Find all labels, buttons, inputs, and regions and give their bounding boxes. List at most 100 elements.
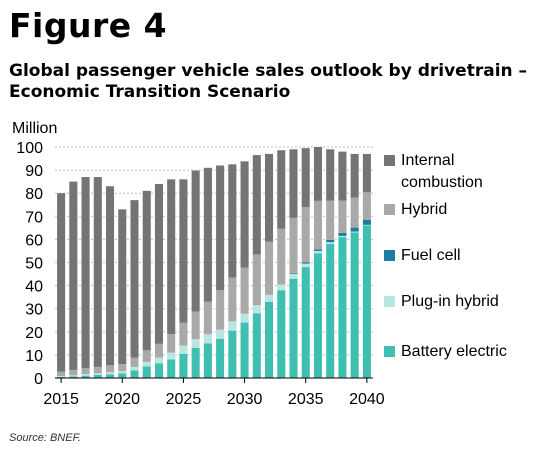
bar-segment-plug-in-hybrid (93, 373, 102, 375)
bar-segment-plug-in-hybrid (167, 352, 176, 360)
y-tick-label: 20 (25, 325, 43, 342)
bar-segment-hybrid (301, 207, 310, 263)
y-axis-unit-label: Million (12, 120, 58, 137)
bar-segment-internal-combustion (326, 149, 335, 201)
bar-segment-plug-in-hybrid (301, 263, 310, 268)
bar-segment-plug-in-hybrid (216, 329, 225, 339)
bar-segment-plug-in-hybrid (179, 345, 188, 354)
legend-label-battery-electric: Battery electric (401, 343, 507, 360)
legend-item-internal-combustion: Internal combustion (384, 150, 516, 194)
bar-segment-fuel-cell (289, 273, 298, 275)
y-tick-label: 0 (34, 371, 43, 388)
bar-segment-internal-combustion (289, 149, 298, 218)
bar-segment-plug-in-hybrid (81, 374, 90, 376)
bar-segment-internal-combustion (106, 186, 115, 366)
bar-segment-battery-electric (118, 373, 127, 378)
bar-segment-plug-in-hybrid (130, 366, 139, 371)
y-tick-label: 90 (25, 163, 43, 180)
bar-segment-hybrid (240, 267, 249, 314)
bar-segment-battery-electric (81, 375, 90, 378)
bar-segment-hybrid (350, 197, 359, 228)
bar-segment-hybrid (362, 192, 371, 220)
bar-segment-internal-combustion (154, 183, 163, 344)
bar-segment-battery-electric (154, 363, 163, 378)
bar-segment-internal-combustion (57, 193, 66, 372)
bar-segment-hybrid (69, 369, 78, 376)
bar-segment-hybrid (106, 365, 115, 373)
bar-segment-internal-combustion (167, 179, 176, 335)
bar-segment-hybrid (191, 311, 200, 340)
bar-segment-plug-in-hybrid (252, 305, 261, 314)
bar-segment-plug-in-hybrid (69, 375, 78, 377)
bar-segment-plug-in-hybrid (289, 274, 298, 279)
bar-segment-battery-electric (179, 353, 188, 378)
bar-segment-battery-electric (203, 343, 212, 378)
bar-segment-battery-electric (252, 313, 261, 378)
legend-label-internal-combustion: Internal combustion (401, 152, 483, 191)
y-tick-label: 100 (16, 140, 43, 157)
bar-segment-plug-in-hybrid (118, 371, 127, 374)
bar-segment-internal-combustion (252, 155, 261, 255)
y-tick-label: 60 (25, 232, 43, 249)
bar-segment-plug-in-hybrid (265, 294, 274, 302)
bar-segment-battery-electric (142, 366, 151, 378)
chart-title: Global passenger vehicle sales outlook b… (9, 61, 528, 102)
bar-segment-plug-in-hybrid (326, 242, 335, 245)
bar-segment-plug-in-hybrid (203, 334, 212, 344)
bar-segment-hybrid (313, 200, 322, 250)
bar-segment-battery-electric (277, 290, 286, 378)
legend-item-battery-electric: Battery electric (384, 341, 516, 363)
bar-segment-internal-combustion (350, 153, 359, 198)
bar-segment-hybrid (265, 241, 274, 295)
bar-segment-internal-combustion (203, 167, 212, 302)
bar-segment-hybrid (142, 350, 151, 362)
bar-segment-battery-electric (326, 244, 335, 378)
bar-segment-battery-electric (216, 338, 225, 378)
legend-item-fuel-cell: Fuel cell (384, 245, 516, 267)
legend-item-plug-in-hybrid: Plug-in hybrid (384, 291, 516, 313)
bar-segment-fuel-cell (313, 249, 322, 251)
source-note: Source: BNEF. (9, 432, 81, 444)
bar-segment-battery-electric (289, 278, 298, 378)
y-tick-label: 10 (25, 348, 43, 365)
bar-segment-fuel-cell (326, 239, 335, 243)
bar-segment-plug-in-hybrid (277, 284, 286, 291)
bar-segment-plug-in-hybrid (338, 235, 347, 238)
bar-segment-internal-combustion (93, 177, 102, 367)
bar-segment-internal-combustion (69, 181, 78, 370)
bar-segment-hybrid (93, 366, 102, 374)
bars-group (57, 147, 371, 378)
bar-segment-battery-electric (93, 375, 102, 378)
bar-segment-internal-combustion (142, 190, 151, 351)
bar-segment-battery-electric (350, 232, 359, 378)
bar-segment-internal-combustion (228, 164, 237, 278)
bar-segment-battery-electric (362, 225, 371, 378)
legend-label-fuel-cell: Fuel cell (401, 247, 461, 264)
x-tick-label: 2025 (166, 391, 202, 408)
gridlines (55, 146, 373, 356)
bar-segment-internal-combustion (301, 148, 310, 208)
bar-segment-plug-in-hybrid (142, 361, 151, 367)
legend: Internal combustion Hybrid Fuel cell Plu… (384, 150, 534, 390)
legend-item-hybrid: Hybrid (384, 199, 516, 221)
legend-swatch-hybrid (384, 204, 395, 215)
y-tick-label: 70 (25, 209, 43, 226)
bar-segment-plug-in-hybrid (362, 224, 371, 226)
bar-segment-hybrid (154, 343, 163, 358)
bar-segment-battery-electric (240, 322, 249, 378)
bar-segment-internal-combustion (240, 161, 249, 268)
bar-segment-internal-combustion (277, 150, 286, 229)
legend-swatch-battery-electric (384, 346, 395, 357)
bar-segment-internal-combustion (191, 170, 200, 312)
y-tick-label: 80 (25, 186, 43, 203)
bar-segment-hybrid (81, 368, 90, 375)
x-tick-label: 2040 (349, 391, 385, 408)
bar-segment-hybrid (326, 200, 335, 240)
legend-swatch-plug-in-hybrid (384, 296, 395, 307)
x-tick-label: 2020 (104, 391, 140, 408)
bar-segment-fuel-cell (301, 262, 310, 264)
bar-segment-battery-electric (130, 370, 139, 378)
bar-segment-hybrid (289, 217, 298, 274)
bar-segment-plug-in-hybrid (191, 339, 200, 348)
bar-segment-fuel-cell (362, 220, 371, 225)
